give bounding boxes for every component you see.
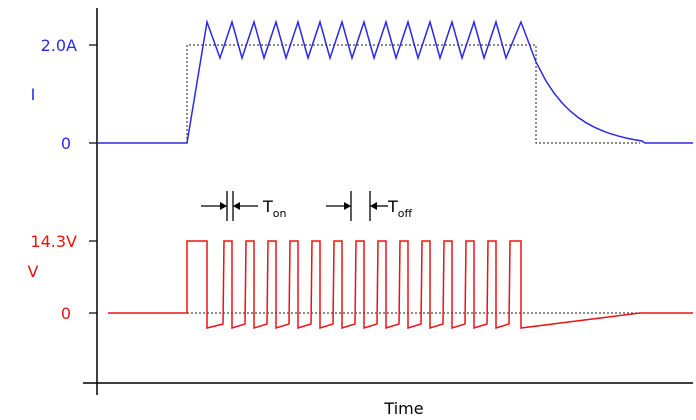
current-axis-label: I — [31, 85, 36, 104]
t-on-right-arrow-head — [233, 202, 240, 210]
t-on-annotation: Ton — [201, 191, 287, 221]
voltage-axis-label: V — [28, 262, 39, 281]
time-axis-label: Time — [383, 399, 423, 418]
t-off-right-arrow-head — [370, 202, 377, 210]
t-off-annotation: Toff — [326, 191, 413, 221]
t-off-left-arrow-head — [344, 202, 351, 210]
voltage-max-label: 14.3V — [30, 232, 77, 251]
current-waveform — [98, 19, 693, 144]
voltage-waveform — [108, 240, 693, 330]
t-off-label: Toff — [387, 197, 413, 220]
voltage-zero-label: 0 — [61, 304, 71, 323]
t-on-label: Ton — [262, 197, 287, 220]
current-zero-label: 0 — [61, 134, 71, 153]
t-on-left-arrow-head — [220, 202, 227, 210]
current-max-label: 2.0A — [41, 36, 77, 55]
ideal-current-dotted-line — [186, 44, 640, 144]
